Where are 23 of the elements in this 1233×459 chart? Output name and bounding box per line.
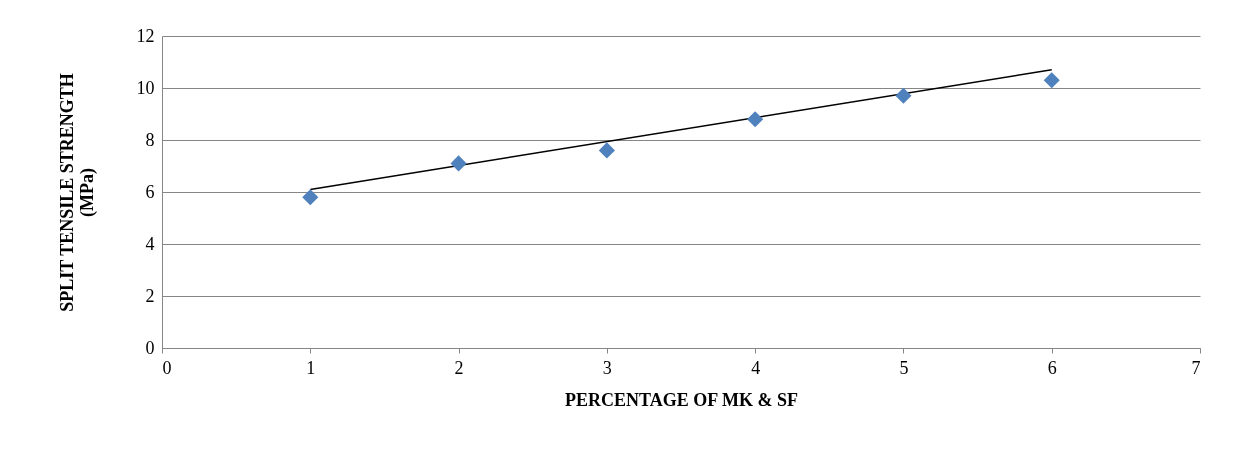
point <box>450 155 467 172</box>
point <box>747 111 764 128</box>
y-tick-label: 6 <box>145 181 155 202</box>
y-tick-label: 8 <box>145 129 155 150</box>
x-tick-label: 0 <box>162 357 172 378</box>
x-tick-label: 7 <box>1191 357 1201 378</box>
point <box>895 87 912 104</box>
x-tick-label: 5 <box>899 357 909 378</box>
point <box>302 189 319 206</box>
x-tick-label: 1 <box>306 357 316 378</box>
y-tick-label: 2 <box>145 285 155 306</box>
y-axis-title: SPLIT TENSILE STRENGTH (MPa) <box>56 73 98 312</box>
x-tick-label: 3 <box>602 357 612 378</box>
x-tick-label: 4 <box>751 357 761 378</box>
y-tick-label: 4 <box>145 233 155 254</box>
y-tick-label: 12 <box>136 25 155 46</box>
x-axis-title: PERCENTAGE OF MK & SF <box>565 389 798 410</box>
point <box>598 142 615 159</box>
point <box>1043 72 1060 89</box>
x-tick-label: 2 <box>454 357 464 378</box>
y-tick-label: 0 <box>145 337 155 358</box>
y-tick-label: 10 <box>136 77 155 98</box>
x-tick-label: 6 <box>1047 357 1057 378</box>
